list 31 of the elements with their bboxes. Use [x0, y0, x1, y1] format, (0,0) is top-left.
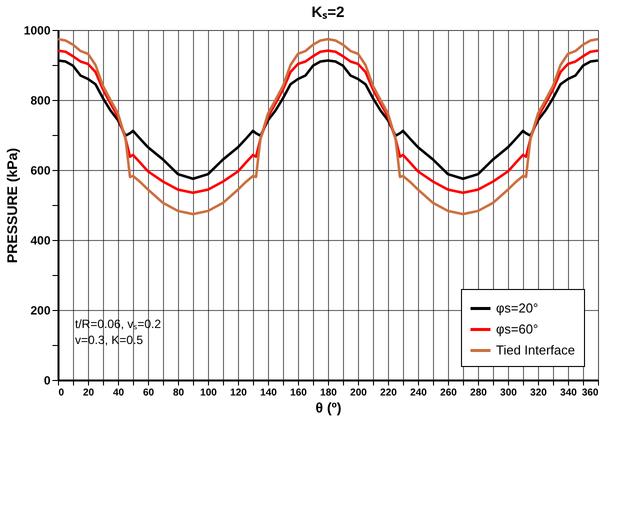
x-tick-label: 40 [112, 388, 124, 398]
x-tick-label: 140 [260, 388, 278, 398]
x-tick-label: 260 [440, 388, 458, 398]
x-tick-label: 280 [470, 388, 488, 398]
x-tick-label: 320 [530, 388, 548, 398]
x-tick-label: 120 [230, 388, 248, 398]
x-tick-label: 20 [82, 388, 94, 398]
x-tick-label: 340 [560, 388, 578, 398]
legend-label: Tied Interface [496, 342, 576, 358]
y-tick-label: 0 [44, 374, 51, 388]
x-tick-label: 200 [350, 388, 368, 398]
y-axis-title: PRESSURE (kPa) [4, 148, 20, 264]
y-tick-label: 600 [30, 164, 51, 178]
x-tick-label: 360 [582, 388, 599, 398]
x-tick-label: 80 [172, 388, 184, 398]
legend-label: φs=60° [496, 322, 538, 336]
x-axis-title: θ (º) [316, 400, 342, 416]
x-tick-label: 0 [58, 388, 64, 398]
y-tick-label: 1000 [24, 24, 51, 38]
legend-label: φs=20° [496, 300, 538, 316]
x-tick-label: 60 [142, 388, 154, 398]
x-tick-label: 160 [290, 388, 308, 398]
x-tick-label: 240 [410, 388, 428, 398]
y-tick-label: 400 [30, 234, 51, 248]
x-tick-label: 180 [320, 388, 338, 398]
chart-title: Kₛ=2 [312, 4, 344, 21]
x-tick-label: 100 [200, 388, 218, 398]
x-tick-label: 300 [500, 388, 518, 398]
y-tick-label: 200 [30, 304, 51, 318]
x-tick-label: 220 [380, 388, 398, 398]
y-tick-label: 800 [30, 94, 51, 108]
